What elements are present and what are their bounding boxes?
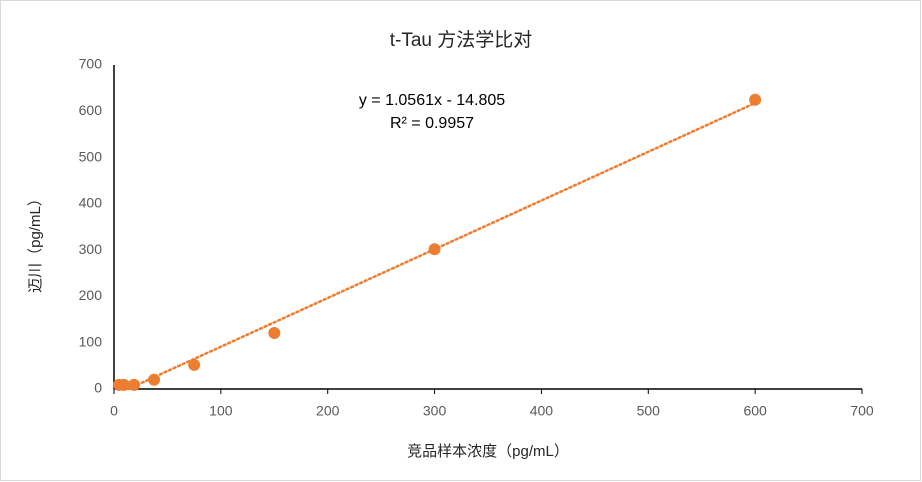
- trendline: [126, 101, 757, 391]
- point: [268, 326, 281, 339]
- y-tick-label: 200: [79, 287, 103, 303]
- y-tick-label: 300: [79, 241, 103, 257]
- x-tick-label: 0: [110, 403, 118, 419]
- x-tick-label: 600: [743, 403, 767, 419]
- x-tick-label: 200: [316, 403, 340, 419]
- point: [749, 93, 762, 106]
- point: [118, 378, 131, 391]
- y-tick-label: 100: [79, 333, 103, 349]
- y-tick-label: 500: [79, 148, 103, 164]
- x-tick-label: 700: [850, 403, 874, 419]
- y-tick-label: 0: [94, 380, 102, 396]
- x-tick-label: 100: [209, 403, 233, 419]
- y-tick-label: 700: [79, 56, 103, 72]
- chart-title: t-Tau 方法学比对: [390, 29, 533, 51]
- point: [428, 243, 441, 256]
- y-tick-label: 600: [79, 102, 103, 118]
- x-tick-label: 500: [637, 403, 661, 419]
- x-tick-label: 400: [530, 403, 554, 419]
- x-tick-label: 300: [423, 403, 447, 419]
- x-axis-title: 竞品样本浓度（pg/mL）: [407, 442, 569, 460]
- equation: y = 1.0561x - 14.805: [359, 92, 505, 109]
- y-axis-title: 迈川（pg/mL）: [27, 191, 44, 293]
- point: [128, 378, 141, 391]
- y-tick-label: 400: [79, 195, 103, 211]
- point: [188, 358, 201, 371]
- r-squared: R² = 0.9957: [390, 115, 474, 132]
- point: [148, 373, 161, 386]
